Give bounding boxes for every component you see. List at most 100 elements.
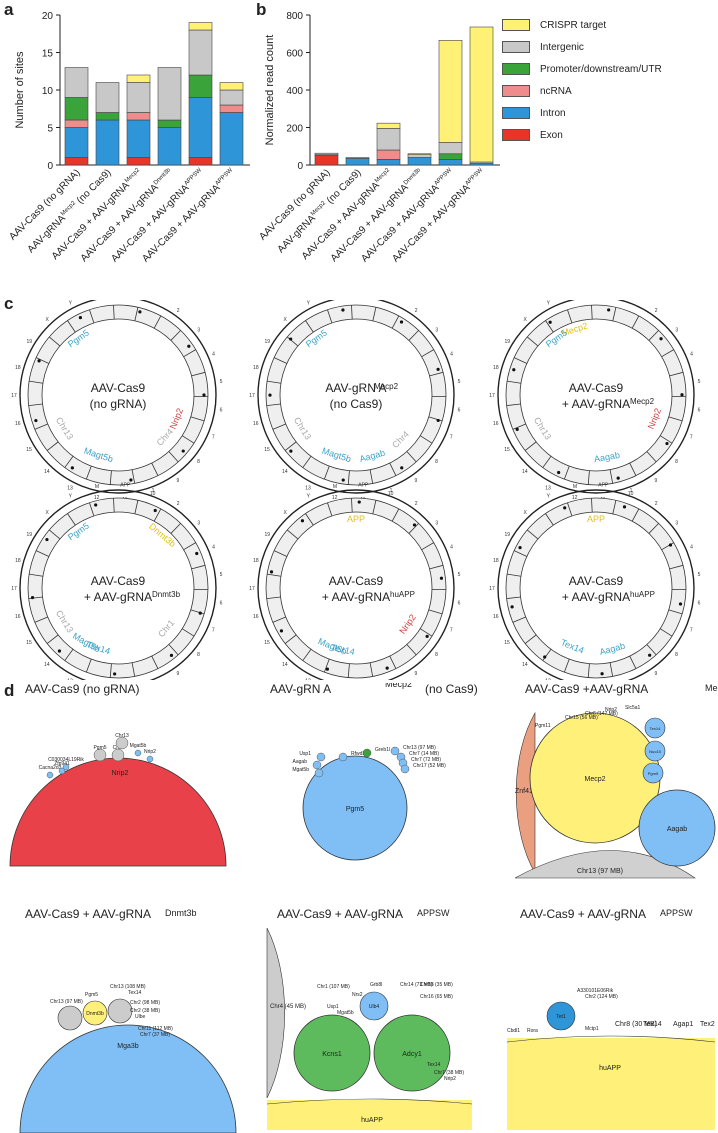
chromosome-label: 9 xyxy=(176,478,179,484)
bottom-bubble xyxy=(514,850,696,879)
circos-plot: APP12345678910111213141516171819XYMAAV-C… xyxy=(11,482,223,680)
small-bubble xyxy=(57,1005,83,1031)
chromosome-divider xyxy=(85,465,92,480)
bar-segment xyxy=(126,82,151,113)
chromosome-label: 14 xyxy=(522,662,528,668)
chromosome-divider xyxy=(286,336,299,347)
small-bubble xyxy=(644,717,666,739)
chromosome-label: 17 xyxy=(11,586,17,592)
chromosome-label: 7 xyxy=(690,628,693,634)
legend-swatch xyxy=(502,19,530,31)
chromosome-divider xyxy=(428,609,443,615)
bar-segment xyxy=(95,119,120,166)
circos-title-main: AAV-Cas9 xyxy=(91,381,146,395)
small-bubble-label: Pgm5 xyxy=(93,745,106,751)
chromosome-label: 16 xyxy=(253,614,259,620)
x-tick-sup: Mecp2 xyxy=(374,167,391,184)
big-bubble xyxy=(302,755,408,861)
site-dot xyxy=(678,602,683,606)
chromosome-label: 15 xyxy=(264,447,270,453)
chromosome-label: 12 xyxy=(332,495,338,501)
chromosome-label: 3 xyxy=(197,521,200,527)
small-bubble xyxy=(111,748,125,762)
circos-title-main: AAV-Cas9 xyxy=(329,574,384,588)
chromosome-divider xyxy=(64,649,74,661)
site-dot xyxy=(622,505,627,509)
chromosome-label: 6 xyxy=(698,600,701,606)
small-bubble xyxy=(359,991,389,1021)
chromosome-divider xyxy=(507,380,521,384)
chromosome-divider xyxy=(191,564,206,570)
chromosome-label: 5 xyxy=(220,572,223,578)
site-label: Cbdl1 xyxy=(507,1028,520,1034)
chromosome-label: X xyxy=(283,317,287,323)
site-dot xyxy=(680,393,684,397)
bar-segment xyxy=(95,112,120,121)
chromosome-divider xyxy=(419,435,433,444)
small-bubble xyxy=(642,762,664,784)
big-bubble xyxy=(638,789,716,867)
chromosome-divider xyxy=(302,456,312,468)
chromosome-divider xyxy=(67,320,76,333)
legend-item: Exon xyxy=(502,124,662,146)
big-bubble xyxy=(507,1038,715,1130)
site-label: Chr2 (124 MB) xyxy=(585,994,618,1000)
bar-segment xyxy=(314,152,339,155)
chromosome-label: 8 xyxy=(435,459,438,465)
chromosome-divider xyxy=(109,663,112,678)
bar-segment xyxy=(219,82,244,91)
chromosome-label: 9 xyxy=(654,671,657,677)
chromosome-divider xyxy=(29,573,43,577)
site-dot xyxy=(37,359,41,363)
chromosome-divider xyxy=(267,573,281,577)
bar-segment xyxy=(407,153,432,155)
site-label: Chr2 (98 MB) xyxy=(130,1000,160,1006)
site-dot xyxy=(195,551,199,556)
chromosome-label: 6 xyxy=(698,407,701,413)
y-tick-label: 800 xyxy=(286,11,303,22)
site-label: Chr18 (35 MB) xyxy=(420,982,453,988)
bar-segment xyxy=(219,112,244,166)
bar-segment xyxy=(376,122,401,129)
chromosome-label: 1 xyxy=(390,300,393,301)
site-dot xyxy=(113,672,117,676)
x-tick-sup: APPSW xyxy=(434,167,454,187)
chromosome-divider xyxy=(526,336,539,347)
panel-label-a: a xyxy=(4,0,14,19)
chromosome-label: 12 xyxy=(572,495,578,501)
chromosome-label: 13 xyxy=(305,485,311,491)
circos-title-line1: AAV-Cas9 xyxy=(569,574,624,588)
site-dot xyxy=(357,500,361,504)
y-tick-label: 5 xyxy=(47,124,53,135)
chromosome-label: X xyxy=(45,510,49,516)
x-tick-sup: Mecp2 xyxy=(124,167,141,184)
site-label: Usp1 xyxy=(327,1004,339,1010)
chromosome-divider xyxy=(631,315,640,329)
chromosome-label: 19 xyxy=(26,532,32,538)
bubble-title-tail: (no Cas9) xyxy=(425,683,478,696)
site-dot xyxy=(548,320,552,324)
circos-inner xyxy=(41,318,195,472)
chromosome-divider xyxy=(668,416,683,422)
site-dot xyxy=(138,310,142,314)
legend-swatch xyxy=(502,107,530,119)
chromosome-divider xyxy=(408,330,419,341)
chromosome-label: 13 xyxy=(67,485,73,491)
chromosome-label: 9 xyxy=(414,478,417,484)
circos-inner xyxy=(519,511,673,665)
chromosome-divider xyxy=(567,309,573,324)
site-label: Nrs2 xyxy=(352,992,363,998)
chromosome-label: 7 xyxy=(690,435,693,441)
chromosome-divider xyxy=(266,403,281,407)
chromosome-label: 17 xyxy=(11,393,17,399)
chromosome-divider xyxy=(563,658,570,673)
y-tick-label: 0 xyxy=(47,161,53,172)
bar-segment xyxy=(438,40,463,143)
x-tick-sup: Dnmt3b xyxy=(403,167,423,187)
site-dot xyxy=(412,523,417,527)
y-axis-label: Number of sites xyxy=(14,51,26,129)
chromosome-divider xyxy=(648,523,659,534)
chromosome-label: 3 xyxy=(675,328,678,334)
circos-title-line2: (no Cas9) xyxy=(330,397,383,411)
x-tick-sup: Dnmt3b xyxy=(153,167,173,187)
